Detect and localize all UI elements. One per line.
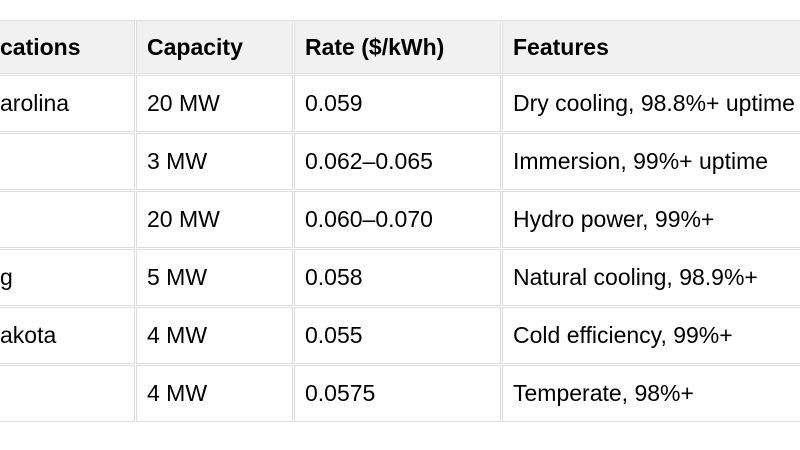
cell-features: Temperate, 98%+ <box>502 365 800 422</box>
cell-location: akota <box>0 307 135 364</box>
cell-rate: 0.055 <box>294 307 501 364</box>
cell-capacity: 20 MW <box>136 75 293 132</box>
table-row: g 5 MW 0.058 Natural cooling, 98.9%+ <box>0 249 800 306</box>
cell-capacity: 20 MW <box>136 191 293 248</box>
table-viewport: cations Capacity Rate ($/kWh) Features a… <box>0 19 800 423</box>
cell-rate: 0.060–0.070 <box>294 191 501 248</box>
cell-location <box>0 133 135 190</box>
datacenter-pricing-table: cations Capacity Rate ($/kWh) Features a… <box>0 19 800 423</box>
cell-features: Dry cooling, 98.8%+ uptime <box>502 75 800 132</box>
cell-capacity: 4 MW <box>136 307 293 364</box>
table-row: 3 MW 0.062–0.065 Immersion, 99%+ uptime <box>0 133 800 190</box>
header-capacity: Capacity <box>136 20 293 74</box>
cell-capacity: 5 MW <box>136 249 293 306</box>
table-row: arolina 20 MW 0.059 Dry cooling, 98.8%+ … <box>0 75 800 132</box>
table-row: akota 4 MW 0.055 Cold efficiency, 99%+ <box>0 307 800 364</box>
header-features: Features <box>502 20 800 74</box>
cell-rate: 0.062–0.065 <box>294 133 501 190</box>
cell-rate: 0.0575 <box>294 365 501 422</box>
table-row: 20 MW 0.060–0.070 Hydro power, 99%+ <box>0 191 800 248</box>
cell-features: Hydro power, 99%+ <box>502 191 800 248</box>
cell-capacity: 3 MW <box>136 133 293 190</box>
cell-location: g <box>0 249 135 306</box>
header-rate: Rate ($/kWh) <box>294 20 501 74</box>
cell-rate: 0.058 <box>294 249 501 306</box>
cell-capacity: 4 MW <box>136 365 293 422</box>
table-row: 4 MW 0.0575 Temperate, 98%+ <box>0 365 800 422</box>
cell-location <box>0 365 135 422</box>
cell-features: Immersion, 99%+ uptime <box>502 133 800 190</box>
cell-location: arolina <box>0 75 135 132</box>
cell-features: Natural cooling, 98.9%+ <box>502 249 800 306</box>
header-row: cations Capacity Rate ($/kWh) Features <box>0 20 800 74</box>
cell-rate: 0.059 <box>294 75 501 132</box>
header-locations: cations <box>0 20 135 74</box>
cell-features: Cold efficiency, 99%+ <box>502 307 800 364</box>
cell-location <box>0 191 135 248</box>
